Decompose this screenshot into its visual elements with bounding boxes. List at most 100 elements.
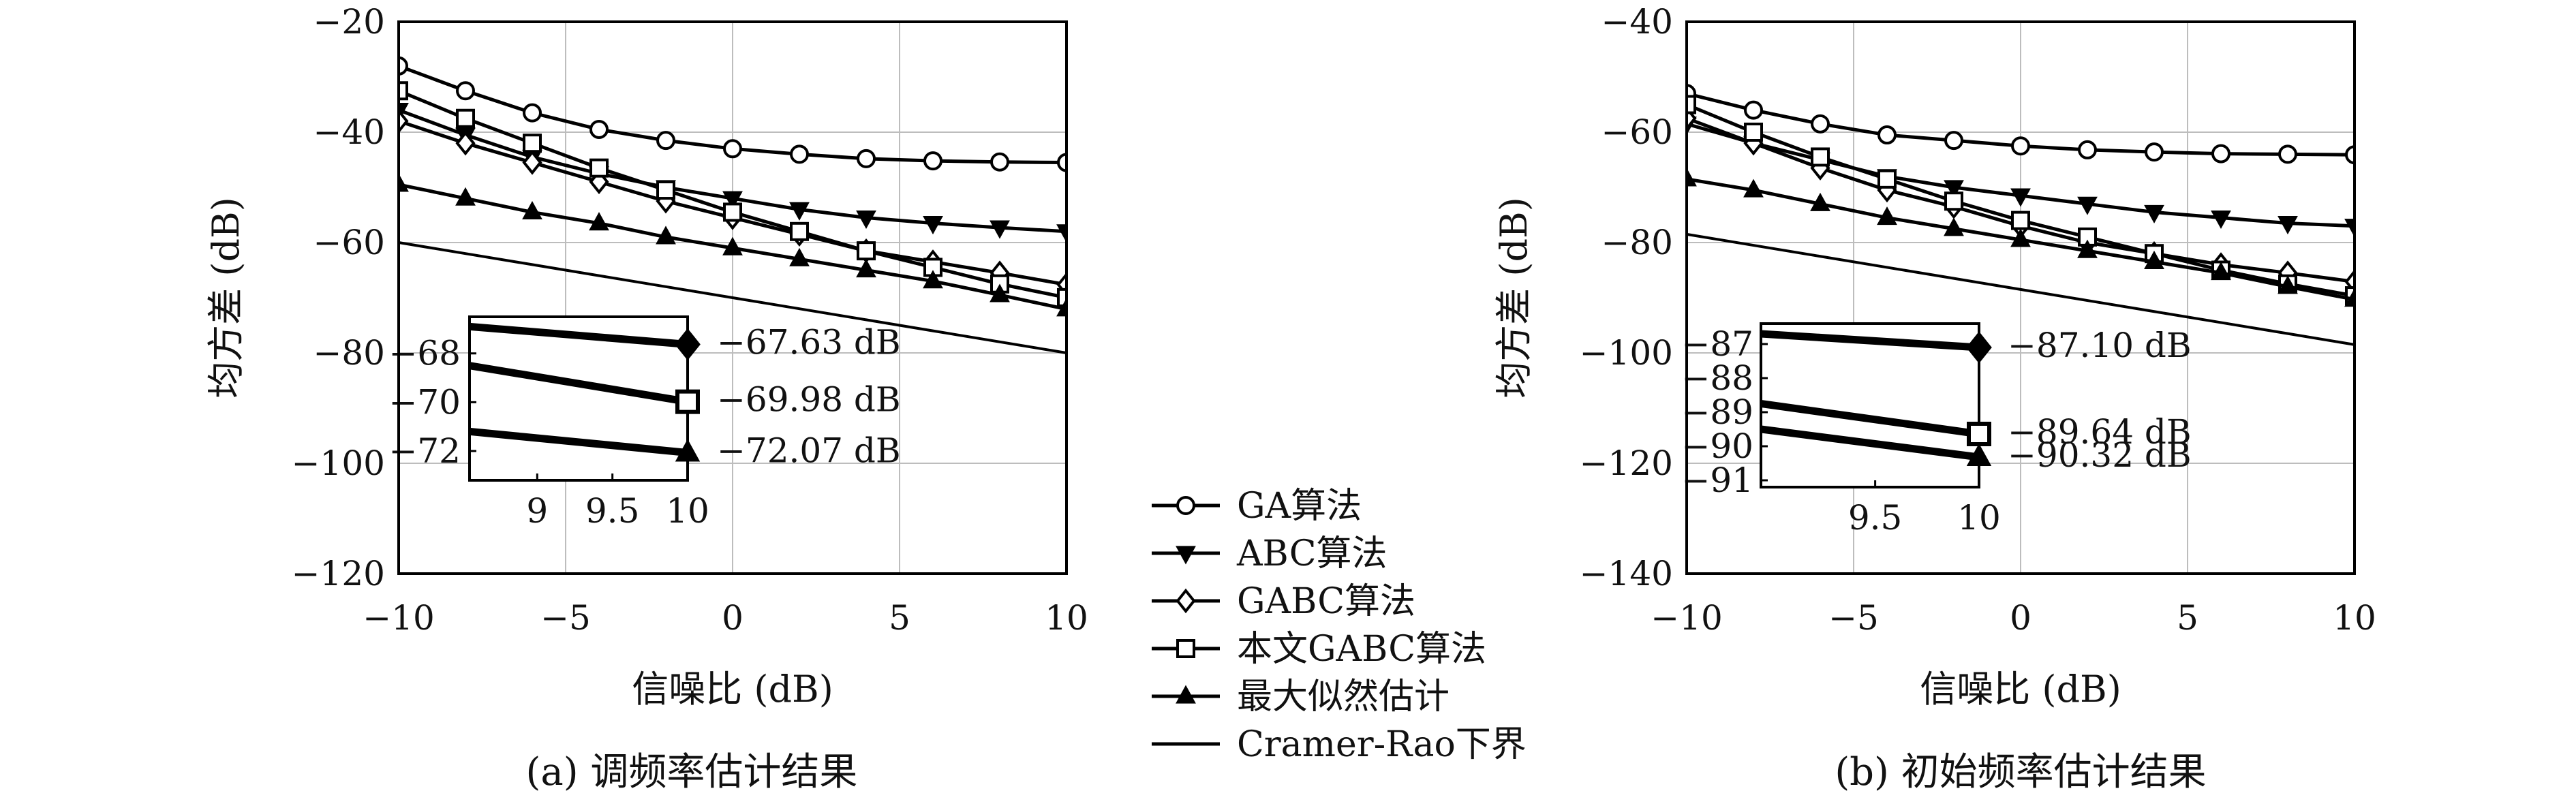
inset-line-1: [470, 362, 688, 406]
data-point-1: [722, 191, 743, 210]
legend-label: GABC算法: [1237, 581, 1415, 622]
data-point-0: [723, 139, 742, 159]
series-line-5: [399, 241, 1067, 354]
data-point-4: [722, 236, 743, 255]
inset-lines: [1761, 330, 1979, 461]
data-point-4: [1687, 168, 1697, 187]
inset-y-tick-label: −72: [388, 431, 461, 471]
xlabel-a: 信噪比 (dB): [632, 668, 833, 711]
inset-marker-2: [675, 439, 701, 462]
data-point-3: [790, 221, 809, 241]
legend-item: GA算法: [1152, 486, 1362, 527]
inset-b: −87.10 dB −89.64 dB−90.32 dB 9.5 10 −87−88−8…: [1681, 322, 2192, 538]
data-point-4: [2144, 250, 2164, 269]
data-point-3: [399, 81, 408, 101]
data-point-1: [990, 220, 1010, 239]
inset-value-label: −72.07 dB: [717, 431, 901, 471]
inset-line-0: [470, 322, 688, 348]
inset-x-tick-label: 10: [1957, 498, 2001, 538]
inset-value-label: −67.63 dB: [717, 322, 901, 362]
series-a: [399, 56, 1067, 354]
data-point-4: [2344, 288, 2355, 307]
data-point-2: [399, 108, 409, 134]
y-tick-label: −120: [292, 554, 385, 593]
x-tick-label: 5: [889, 598, 910, 638]
data-point-4: [1743, 178, 1764, 198]
data-point-4: [923, 270, 943, 289]
x-tick-label: 10: [2333, 598, 2376, 638]
legend-item: ABC算法: [1152, 533, 1387, 574]
data-point-4: [589, 212, 609, 231]
data-point-0: [2278, 144, 2297, 164]
data-point-3: [589, 158, 609, 178]
data-point-3: [1811, 147, 1830, 167]
data-point-3: [456, 108, 475, 128]
inset-line-2: [1761, 425, 1979, 461]
y-tick-label: −80: [313, 333, 385, 373]
legend-item: GABC算法: [1152, 581, 1415, 622]
data-point-0: [1057, 153, 1067, 172]
legend-item: 最大似然估计: [1152, 677, 1450, 717]
x-tick-label: −5: [540, 598, 591, 638]
data-point-0: [1811, 114, 1830, 134]
data-point-1: [2077, 196, 2098, 215]
data-point-0: [456, 81, 475, 101]
title-a: (a) 调频率估计结果: [526, 750, 858, 794]
y-tick-label: −40: [313, 112, 385, 152]
legend-marker: [1176, 685, 1196, 704]
plot-frame-a: [397, 20, 1068, 575]
data-point-1: [789, 202, 810, 221]
x-tick-label: −10: [1651, 598, 1723, 638]
data-point-4: [856, 259, 876, 278]
data-point-0: [2011, 136, 2030, 156]
data-point-0: [523, 103, 542, 123]
data-point-3: [656, 181, 675, 200]
inset-x-tick-label: 10: [666, 491, 709, 531]
y-tick-label: −80: [1601, 223, 1673, 262]
inset-line-1: [1761, 400, 1979, 438]
series-line-5: [1687, 232, 2355, 346]
plot-frame-b: [1685, 20, 2356, 575]
inset-y-tick-label: −70: [388, 382, 461, 422]
data-point-0: [2078, 140, 2097, 159]
y-tick-label: −140: [1580, 554, 1673, 593]
data-point-1: [2278, 216, 2298, 235]
inset-marker-1: [1967, 422, 1991, 446]
y-tick-label: −20: [313, 2, 385, 42]
data-point-0: [1944, 131, 1963, 151]
x-tick-label: 5: [2177, 598, 2198, 638]
inset-marker-0: [675, 328, 701, 361]
data-point-0: [923, 151, 942, 171]
legend-label: ABC算法: [1236, 533, 1387, 574]
legend-label: 本文GABC算法: [1237, 629, 1486, 670]
data-point-3: [1944, 191, 1963, 211]
chart-panel-a: −67.63 dB−69.98 dB−72.07 dB9 9.5 10−68−70−…: [204, 2, 1088, 794]
inset-y-tick-label: −87: [1681, 324, 1753, 364]
data-point-4: [789, 247, 810, 266]
x-tick-label: 10: [1045, 598, 1088, 638]
data-point-1: [856, 210, 876, 230]
inset-a: −67.63 dB −69.98 dB −72.07 dB 9 9.5 10 −68 −70 −…: [388, 315, 901, 531]
x-tick-label: −10: [363, 598, 435, 638]
data-point-4: [656, 226, 676, 245]
data-point-1: [2211, 210, 2231, 230]
inset-marker-0: [1966, 331, 1992, 364]
legend-label: 最大似然估计: [1237, 677, 1450, 717]
data-point-3: [2011, 211, 2030, 230]
legend-marker: [1176, 496, 1195, 515]
data-point-4: [1944, 217, 1964, 236]
inset-y-tick-label: −90: [1681, 426, 1753, 466]
data-point-3: [723, 202, 742, 222]
ylabel-b: 均方差 (dB): [1492, 197, 1535, 399]
inset-lines: [470, 322, 688, 456]
inset-value-label: −87.10 dB: [2008, 326, 2192, 365]
data-point-2: [455, 130, 476, 156]
x-tick-label: −5: [1828, 598, 1879, 638]
inset-value-label: −90.32 dB: [2008, 435, 2192, 475]
inset-y-tick-label: −89: [1681, 392, 1753, 432]
inset-line-0: [1761, 330, 1979, 352]
data-point-1: [2144, 204, 2164, 223]
data-point-0: [589, 119, 609, 139]
inset-line-2: [470, 427, 688, 456]
